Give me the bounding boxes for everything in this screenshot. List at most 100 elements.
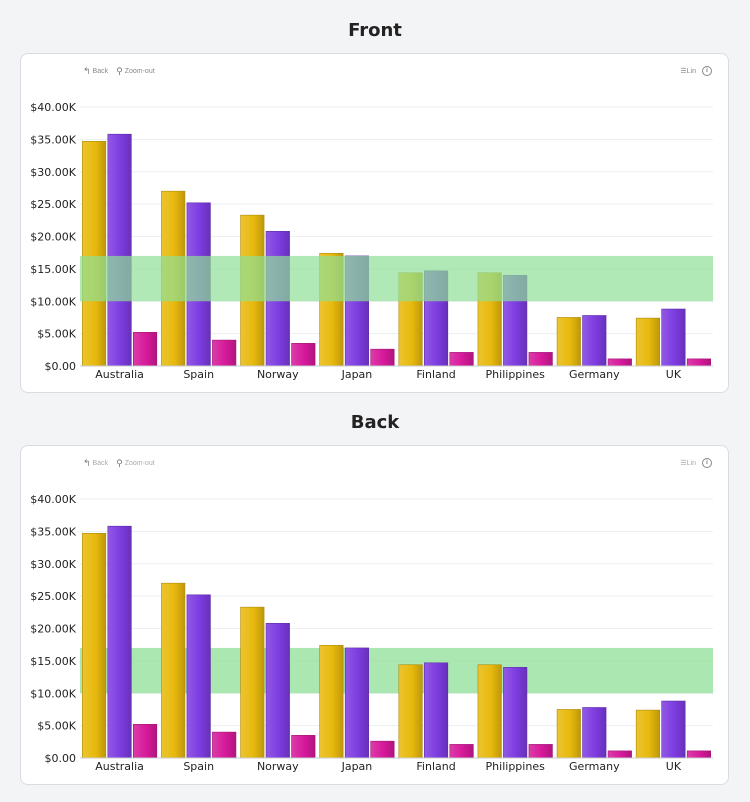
front-x-tick-label: Philippines — [486, 368, 546, 381]
front-bar-australia-series3[interactable] — [133, 332, 158, 367]
front-bar-philippines-series3[interactable] — [528, 352, 553, 367]
front-bar-spain-series3[interactable] — [212, 339, 237, 367]
front-zoomout-button[interactable]: ⚲ Zoom-out — [116, 66, 155, 77]
back-bar-uk-series2[interactable] — [661, 700, 686, 759]
magnifier-icon: ⚲ — [116, 458, 123, 468]
magnifier-icon: ⚲ — [116, 66, 123, 76]
front-y-tick-label: $20.00K — [30, 231, 76, 244]
front-bar-japan-series3[interactable] — [370, 348, 395, 367]
back-menu-label: Lin — [686, 459, 696, 467]
front-bar-norway-series3[interactable] — [291, 343, 316, 367]
back-bar-finland-series3[interactable] — [449, 744, 474, 759]
list-icon: ☰ — [680, 68, 687, 75]
back-bar-spain-series2[interactable] — [186, 594, 211, 759]
front-back-button[interactable]: ↰ Back — [83, 66, 108, 77]
front-x-tick-label: Spain — [183, 368, 214, 381]
back-bar-uk-series3[interactable] — [686, 750, 711, 759]
front-y-tick-label: $10.00K — [30, 295, 76, 308]
back-bar-finland-series2[interactable] — [424, 662, 449, 759]
front-bar-australia-series1[interactable] — [82, 141, 107, 367]
back-bar-chart: $0.00 $5.00K $10.00K $15.00K $20.00K $25.00K $… — [30, 493, 713, 773]
back-y-tick-label: $15.00K — [30, 655, 76, 668]
back-back-label: Back — [92, 460, 109, 467]
back-bar-norway-series3[interactable] — [291, 735, 316, 759]
back-y-tick-label: $20.00K — [30, 623, 76, 636]
back-zoomout-button[interactable]: ⚲ Zoom-out — [116, 458, 155, 469]
back-arrow-icon: ↰ — [83, 66, 91, 76]
front-x-tick-label: Australia — [95, 368, 144, 381]
front-bar-uk-series2[interactable] — [661, 308, 686, 367]
back-toolbar-right: ☰ Lin i — [680, 458, 712, 468]
back-bar-philippines-series3[interactable] — [528, 744, 553, 759]
front-y-tick-label: $40.00K — [30, 101, 76, 114]
front-x-tick-label: Norway — [257, 368, 299, 381]
back-x-tick-label: Norway — [257, 760, 299, 773]
back-bar-japan-series3[interactable] — [370, 740, 395, 759]
back-highlight-band — [80, 647, 713, 694]
front-x-tick-label: Germany — [569, 368, 620, 381]
back-bar-philippines-series1[interactable] — [477, 664, 502, 759]
front-bar-uk-series3[interactable] — [686, 358, 711, 367]
back-menu-button[interactable]: ☰ Lin — [680, 459, 696, 468]
back-bar-australia-series2[interactable] — [107, 525, 132, 759]
front-chart-panel: ↰ Back ⚲ Zoom-out ☰ Lin i $0.00 $5.00K $10… — [20, 53, 729, 393]
back-toolbar-left: ↰ Back ⚲ Zoom-out — [83, 458, 155, 469]
back-y-tick-label: $40.00K — [30, 493, 76, 506]
back-x-tick-label: Germany — [569, 760, 620, 773]
back-x-tick-label: UK — [666, 760, 682, 773]
back-bar-australia-series1[interactable] — [82, 533, 107, 759]
back-bar-spain-series1[interactable] — [161, 582, 186, 759]
back-bar-germany-series1[interactable] — [556, 709, 581, 759]
back-x-tick-label: Philippines — [486, 760, 546, 773]
front-bar-australia-series2[interactable] — [107, 133, 132, 367]
front-menu-button[interactable]: ☰ Lin — [680, 67, 696, 76]
back-bar-germany-series2[interactable] — [582, 707, 607, 759]
back-back-button[interactable]: ↰ Back — [83, 458, 108, 469]
list-icon: ☰ — [680, 460, 687, 467]
front-y-tick-label: $5.00K — [37, 328, 76, 341]
back-bar-uk-series1[interactable] — [635, 709, 660, 759]
back-x-tick-label: Australia — [95, 760, 144, 773]
back-y-tick-label: $30.00K — [30, 558, 76, 571]
back-bar-philippines-series2[interactable] — [503, 667, 528, 759]
front-toolbar-left: ↰ Back ⚲ Zoom-out — [83, 66, 155, 77]
info-icon[interactable]: i — [702, 66, 712, 76]
back-arrow-icon: ↰ — [83, 458, 91, 468]
back-bar-japan-series1[interactable] — [319, 645, 344, 759]
front-menu-label: Lin — [686, 67, 696, 75]
front-back-label: Back — [92, 68, 109, 75]
front-bar-germany-series3[interactable] — [607, 358, 632, 367]
back-x-tick-label: Finland — [416, 760, 455, 773]
front-bar-chart: $0.00 $5.00K $10.00K $15.00K $20.00K $25.00K $… — [30, 101, 713, 381]
front-toolbar-right: ☰ Lin i — [680, 66, 712, 76]
back-bar-japan-series2[interactable] — [344, 647, 369, 759]
back-x-tick-label: Spain — [183, 760, 214, 773]
front-bar-germany-series2[interactable] — [582, 315, 607, 367]
back-bar-australia-series3[interactable] — [133, 724, 158, 759]
front-y-tick-label: $25.00K — [30, 198, 76, 211]
back-y-tick-label: $35.00K — [30, 525, 76, 538]
back-x-tick-label: Japan — [341, 760, 373, 773]
front-bar-uk-series1[interactable] — [635, 317, 660, 367]
back-y-tick-label: $5.00K — [37, 720, 76, 733]
back-bar-germany-series3[interactable] — [607, 750, 632, 759]
back-y-tick-label: $10.00K — [30, 687, 76, 700]
info-icon[interactable]: i — [702, 458, 712, 468]
front-y-tick-label: $15.00K — [30, 263, 76, 276]
back-bar-norway-series2[interactable] — [265, 623, 290, 759]
front-title: Front — [348, 20, 402, 41]
front-x-tick-label: Japan — [341, 368, 373, 381]
front-zoomout-label: Zoom-out — [124, 68, 155, 75]
front-x-tick-label: Finland — [416, 368, 455, 381]
back-y-tick-label: $0.00 — [45, 752, 77, 765]
front-bar-germany-series1[interactable] — [556, 317, 581, 367]
back-title: Back — [350, 412, 400, 433]
front-x-tick-label: UK — [666, 368, 682, 381]
back-bar-spain-series3[interactable] — [212, 731, 237, 759]
back-bar-norway-series1[interactable] — [240, 606, 265, 759]
back-bar-finland-series1[interactable] — [398, 664, 423, 759]
front-bar-finland-series3[interactable] — [449, 352, 474, 367]
back-chart-panel: ↰ Back ⚲ Zoom-out ☰ Lin i $0.00 $5.00K $10… — [20, 445, 729, 785]
front-y-tick-label: $35.00K — [30, 133, 76, 146]
front-y-tick-label: $0.00 — [45, 360, 77, 373]
